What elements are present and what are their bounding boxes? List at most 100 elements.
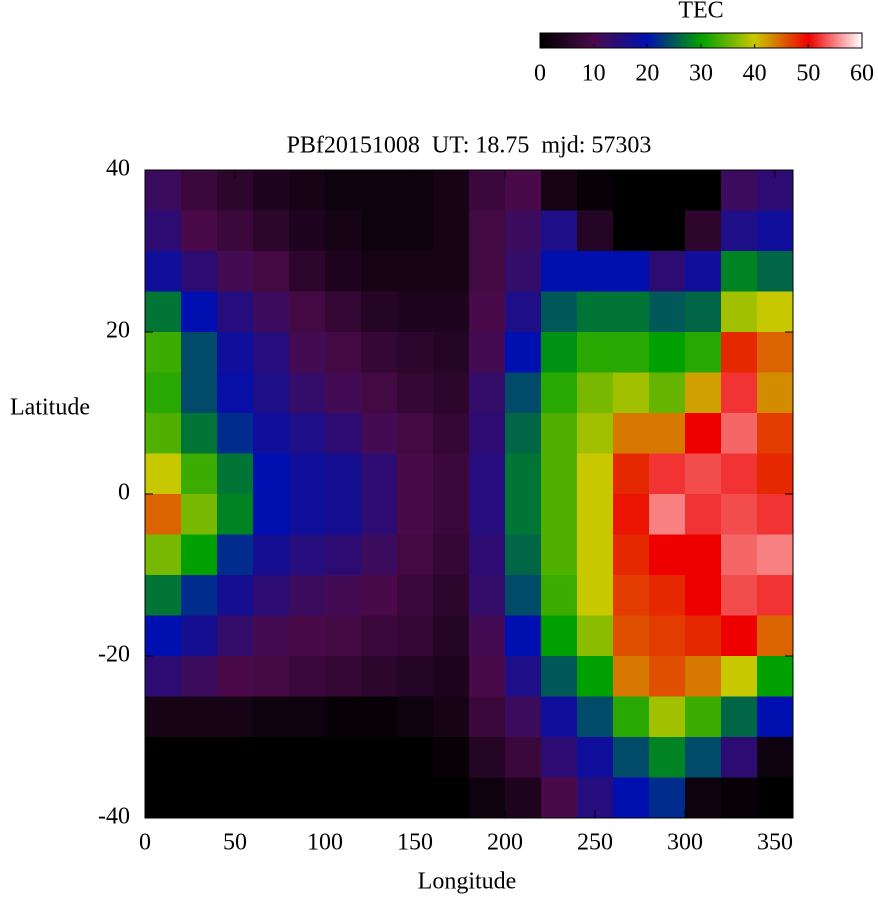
- heat-cell: [433, 494, 470, 535]
- heat-cell: [361, 372, 398, 414]
- heat-cell: [757, 332, 794, 373]
- heat-cell: [721, 777, 758, 819]
- heat-cell: [505, 332, 542, 373]
- heat-cell: [613, 656, 650, 697]
- heat-cell: [685, 494, 722, 535]
- heat-cell: [217, 494, 254, 535]
- chart-title: PBf20151008 UT: 18.75 mjd: 57303: [287, 133, 652, 159]
- heat-cell: [361, 777, 398, 819]
- heat-cell: [397, 494, 434, 535]
- heat-cell: [433, 534, 470, 576]
- heat-cell: [289, 291, 326, 333]
- heat-cell: [469, 615, 506, 657]
- heat-cell: [361, 210, 398, 252]
- heat-cell: [469, 777, 506, 819]
- heat-cell: [505, 615, 542, 657]
- heat-cell: [433, 332, 470, 373]
- heat-cell: [577, 251, 614, 292]
- heat-cell: [145, 534, 182, 576]
- heat-cell: [325, 777, 362, 819]
- heat-cell: [325, 332, 362, 373]
- heat-cell: [469, 696, 506, 738]
- heat-cell: [469, 494, 506, 535]
- heat-cell: [613, 372, 650, 414]
- heat-cell: [361, 291, 398, 333]
- colorbar-tick-label: 20: [635, 61, 659, 87]
- heat-cell: [541, 534, 578, 576]
- heat-cell: [505, 534, 542, 576]
- heat-cell: [577, 453, 614, 495]
- heat-cell: [505, 453, 542, 495]
- heat-cell: [253, 210, 290, 252]
- heat-cell: [721, 656, 758, 697]
- heat-cell: [541, 210, 578, 252]
- heat-cell: [433, 251, 470, 292]
- heat-cell: [181, 494, 218, 535]
- heat-cell: [469, 737, 506, 778]
- heat-cell: [145, 453, 182, 495]
- heat-cell: [613, 737, 650, 778]
- heat-cell: [649, 170, 686, 211]
- heat-cell: [217, 413, 254, 454]
- heat-cell: [325, 696, 362, 738]
- heat-cell: [253, 332, 290, 373]
- heat-cell: [685, 210, 722, 252]
- heat-cell: [361, 656, 398, 697]
- heat-cell: [541, 656, 578, 697]
- heat-cell: [613, 534, 650, 576]
- heat-cell: [721, 737, 758, 778]
- heat-cell: [289, 332, 326, 373]
- heat-cell: [469, 210, 506, 252]
- heat-cell: [613, 453, 650, 495]
- heat-cell: [289, 656, 326, 697]
- heat-cell: [577, 575, 614, 616]
- heat-cell: [757, 210, 794, 252]
- heat-cell: [577, 615, 614, 657]
- heat-cell: [325, 534, 362, 576]
- heat-cell: [577, 413, 614, 454]
- heat-cell: [397, 453, 434, 495]
- heat-cell: [613, 210, 650, 252]
- heat-cell: [217, 534, 254, 576]
- heat-cell: [361, 332, 398, 373]
- heat-cell: [217, 453, 254, 495]
- y-tick-label: 0: [118, 480, 130, 506]
- heat-cell: [145, 413, 182, 454]
- heat-cell: [289, 777, 326, 819]
- heat-cell: [541, 251, 578, 292]
- heat-cell: [649, 696, 686, 738]
- heat-cell: [541, 494, 578, 535]
- heat-cell: [685, 251, 722, 292]
- heat-cell: [541, 291, 578, 333]
- heat-cell: [649, 291, 686, 333]
- heat-cell: [757, 615, 794, 657]
- heat-cell: [253, 656, 290, 697]
- heat-cell: [397, 534, 434, 576]
- heat-cell: [145, 251, 182, 292]
- heat-cell: [577, 291, 614, 333]
- heat-cell: [577, 656, 614, 697]
- heat-cell: [397, 372, 434, 414]
- heat-cell: [541, 332, 578, 373]
- heat-cell: [613, 615, 650, 657]
- heat-cell: [757, 656, 794, 697]
- heat-cell: [325, 575, 362, 616]
- heat-cell: [181, 615, 218, 657]
- heat-cell: [433, 737, 470, 778]
- heat-cell: [181, 210, 218, 252]
- heat-cell: [217, 656, 254, 697]
- heat-cell: [721, 534, 758, 576]
- heat-cell: [145, 575, 182, 616]
- heat-cell: [181, 291, 218, 333]
- colorbar-tick-label: 0: [534, 61, 546, 87]
- heat-cell: [217, 210, 254, 252]
- heat-cell: [289, 210, 326, 252]
- heat-cell: [469, 372, 506, 414]
- heat-cell: [541, 615, 578, 657]
- heat-cell: [577, 372, 614, 414]
- heat-cell: [325, 413, 362, 454]
- heat-cell: [505, 372, 542, 414]
- heat-cell: [505, 413, 542, 454]
- heat-cell: [433, 413, 470, 454]
- heat-cell: [685, 453, 722, 495]
